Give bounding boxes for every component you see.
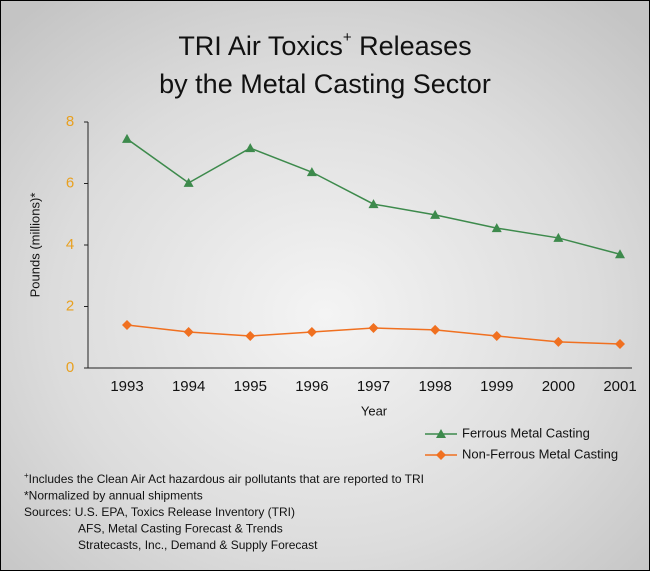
x-tick-label: 1996 [295, 378, 328, 395]
x-tick-label: 1998 [418, 378, 451, 395]
footnote: +Includes the Clean Air Act hazardous ai… [24, 471, 424, 486]
footnote: Stratecasts, Inc., Demand & Supply Forec… [78, 538, 318, 552]
y-axis-label: Pounds (millions)* [27, 193, 42, 298]
footnote-part: *Normalized by annual shipments [24, 489, 203, 503]
x-tick-label: 1999 [480, 378, 513, 395]
y-tick-label: 4 [66, 236, 74, 253]
x-tick-label: 1993 [110, 378, 143, 395]
x-tick-label: 1997 [357, 378, 390, 395]
footnote: Sources: U.S. EPA, Toxics Release Invent… [24, 505, 295, 519]
legend-label: Non-Ferrous Metal Casting [462, 446, 618, 461]
x-tick-label: 2001 [603, 378, 636, 395]
footnote-part: Stratecasts, Inc., Demand & Supply Forec… [78, 538, 318, 552]
footnote: *Normalized by annual shipments [24, 489, 203, 503]
y-tick-label: 0 [66, 359, 74, 376]
x-tick-label: 2000 [542, 378, 575, 395]
y-tick-label: 8 [66, 113, 74, 130]
legend-label: Ferrous Metal Casting [462, 425, 590, 440]
footnote-part: Sources: U.S. EPA, Toxics Release Invent… [24, 505, 295, 519]
chart: TRI Air Toxics+ Releases by the Metal Ca… [0, 0, 650, 571]
footnote-part: AFS, Metal Casting Forecast & Trends [78, 522, 283, 536]
y-tick-label: 2 [66, 297, 74, 314]
footnote-part: Includes the Clean Air Act hazardous air… [29, 472, 424, 486]
x-axis-label: Year [361, 403, 388, 418]
footnote: AFS, Metal Casting Forecast & Trends [78, 522, 283, 536]
x-tick-label: 1994 [172, 378, 205, 395]
chart-title: by the Metal Casting Sector [159, 69, 491, 99]
y-tick-label: 6 [66, 174, 74, 191]
x-tick-label: 1995 [234, 378, 267, 395]
chart-title: TRI Air Toxics+ Releases [178, 29, 471, 61]
